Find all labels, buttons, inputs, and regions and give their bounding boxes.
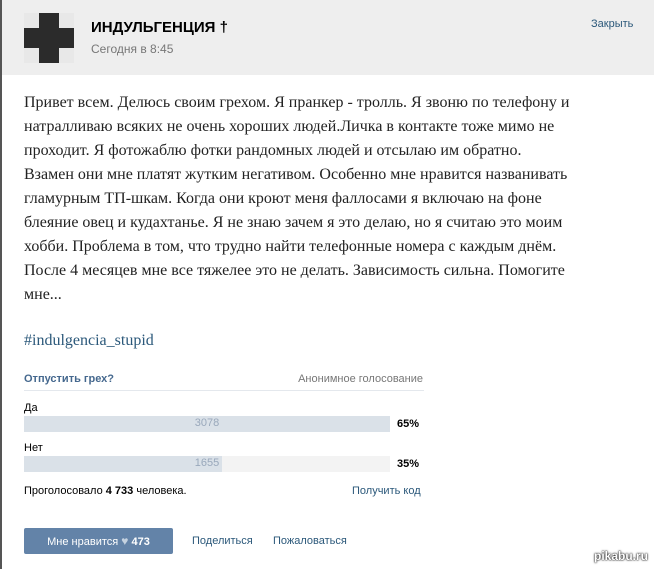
post-line: натралливаю всяких не очень хороших люде…	[24, 118, 555, 135]
poll-option-bar[interactable]: 1655	[24, 456, 390, 472]
post-date[interactable]: Сегодня в 8:45	[91, 42, 174, 56]
poll-option-bar[interactable]: 3078	[24, 416, 390, 432]
post-line: Привет всем. Делюсь своим грехом. Я пран…	[24, 94, 570, 111]
poll-option-votes: 1655	[194, 457, 220, 469]
close-link[interactable]: Закрыть	[591, 18, 634, 30]
get-code-link[interactable]: Получить код	[352, 485, 421, 497]
poll-question: Отпустить грех?	[24, 373, 115, 385]
avatar[interactable]	[24, 13, 74, 63]
poll-total: Проголосовало 4 733 человека.	[24, 485, 187, 497]
post-line: блеяние овец и кудахтанье. Я не знаю зач…	[24, 214, 563, 231]
poll-bar-fill	[24, 456, 222, 472]
post-line: После 4 месяцев мне все тяжелее это не д…	[24, 262, 565, 279]
divider	[24, 390, 424, 391]
voted-count: 4 733	[105, 485, 134, 497]
post-line: проходит. Я фотожаблю фотки рандомных лю…	[24, 142, 522, 159]
post-header: ИНДУЛЬГЕНЦИЯ † Сегодня в 8:45 Закрыть	[2, 0, 654, 75]
poll-option-percent: 65%	[397, 418, 420, 430]
poll-option-label: Нет	[24, 442, 43, 454]
like-label: Мне нравится	[47, 536, 119, 548]
share-link[interactable]: Поделиться	[192, 535, 253, 547]
like-button[interactable]: Мне нравится ♥ 473	[24, 528, 173, 554]
poll-bar-fill	[24, 416, 390, 432]
cross-icon-bar	[24, 28, 74, 48]
like-count: 473	[131, 536, 150, 548]
author-name[interactable]: ИНДУЛЬГЕНЦИЯ †	[91, 19, 228, 36]
post-line: хобби. Проблема в том, что трудно найти …	[24, 238, 557, 255]
report-link[interactable]: Пожаловаться	[273, 535, 347, 547]
post-line: Взамен они мне платят жутким негативом. …	[24, 166, 568, 183]
poll-option-votes: 3078	[194, 417, 220, 429]
voted-suffix: человека.	[136, 485, 187, 497]
post-line: мне...	[24, 286, 62, 303]
poll-type: Анонимное голосование	[298, 373, 423, 385]
voted-prefix: Проголосовало	[24, 485, 103, 497]
poll-option-percent: 35%	[397, 458, 420, 470]
hashtag-link[interactable]: #indulgencia_stupid	[24, 332, 154, 349]
watermark: pikabu.ru	[594, 549, 649, 563]
poll-option-label: Да	[24, 402, 38, 414]
left-border	[0, 0, 2, 569]
post-line: гламурным ТП-шкам. Когда они кроют меня …	[24, 190, 542, 207]
heart-icon: ♥	[121, 534, 129, 548]
post-text: Привет всем. Делюсь своим грехом. Я пран…	[24, 91, 644, 307]
